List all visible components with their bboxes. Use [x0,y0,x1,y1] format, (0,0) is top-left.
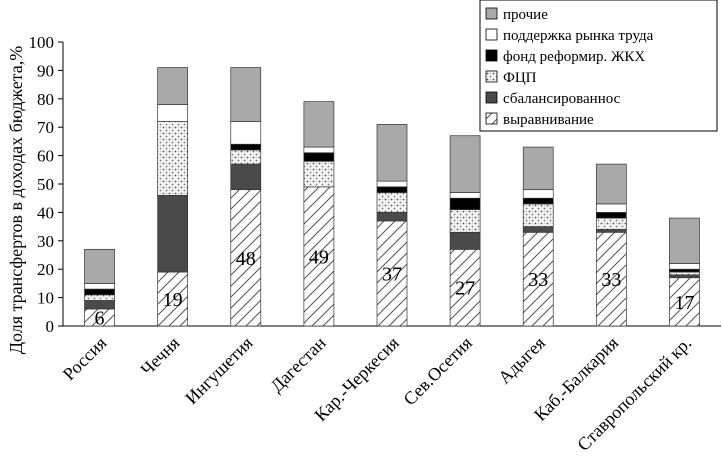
bar-segment-dark [522,226,554,233]
bar-segment-black [84,288,115,296]
category-label: Россия [59,333,111,385]
bar-segment-gray [449,135,481,193]
bars [84,67,700,327]
bar-segment-dark [230,163,262,191]
bar-segment-hatch [303,186,335,327]
bar-segment-black [230,143,262,151]
bar-segment-black [303,152,335,162]
bar-segment-gray [230,67,262,122]
y-tick-label: 100 [29,33,55,52]
y-tick-label: 90 [37,61,54,80]
bar-segment-gray [84,248,115,284]
bar-segment-dotted [303,160,335,188]
legend-swatch-white [485,28,498,41]
bar-segment-dotted [230,149,262,165]
bar-segment-white [303,146,335,154]
bar-segment-gray [669,217,700,264]
legend-label: ФЦП [503,70,537,86]
bar-segment-dark [157,195,189,273]
bar-segment-hatch [157,271,189,327]
bar-segment-white [376,180,408,188]
data-labels: 6 19 48 49 37 27 33 33 17 [95,246,695,329]
bar-segment-dotted [595,217,627,230]
bar-segment-dotted [669,271,700,276]
bar-segment-dark [376,212,408,222]
bar-segment-white [157,104,189,122]
legend-label: сбалансированнос [503,91,621,107]
legend-swatch-dotted [485,70,498,83]
bar-segment-white [84,283,115,290]
bar-segment-black [595,212,627,219]
bar-segment-dotted [376,192,408,213]
y-tick-label: 80 [37,90,54,109]
legend-swatch-gray [485,7,498,20]
bar-segment-dark [669,274,700,279]
bar-segment-hatch [376,220,408,327]
legend: прочие поддержка рынка труда фонд реформир… [479,0,718,132]
bar-segment-hatch [595,231,627,327]
legend-label: выравнивание [503,112,594,128]
bar-segment-black [376,186,408,193]
legend-swatch-hatch [485,112,498,125]
bar-data-label: 27 [455,278,475,300]
legend-label: прочие [503,7,548,23]
bar-segment-white [522,189,554,199]
y-tick-label: 30 [37,232,54,251]
y-tick-label: 50 [37,175,54,194]
bar-data-label: 19 [163,289,183,311]
y-tick-label: 0 [46,317,55,336]
bar-data-label: 33 [601,269,621,291]
bar-data-label: 48 [236,248,256,270]
bar-segment-black [449,197,481,210]
legend-frame [479,0,718,132]
category-label: Адыгея [494,333,549,388]
bar-segment-dotted [449,209,481,233]
category-label: Дагестан [266,332,330,396]
bar-segment-gray [376,124,408,182]
bar-segment-hatch [449,248,481,327]
y-tick-label: 40 [37,203,54,222]
y-tick-label: 60 [37,147,54,166]
y-tick-label: 70 [37,118,54,137]
bar-segment-hatch [669,277,700,327]
bar-segment-gray [522,146,554,191]
legend-label: поддержка рынка труда [503,28,654,44]
bar-segment-gray [595,163,627,205]
bar-segment-dotted [84,294,115,301]
bar-segment-dotted [157,121,189,196]
bar-segment-black [522,197,554,205]
bar-segment-hatch [522,231,554,327]
category-label: Сев.Осетия [399,333,476,410]
y-axis-ticks: 0 10 20 30 40 50 60 70 80 90 100 [29,33,63,336]
bar-segment-white [230,121,262,145]
y-tick-label: 20 [37,260,54,279]
category-label: Ингушетия [181,333,256,408]
bar-segment-dark [595,229,627,233]
bar-segment-white [595,203,627,213]
bar-segment-white [669,263,700,270]
legend-swatch-black [485,49,498,62]
bar-data-label: 33 [528,269,548,291]
bar-segment-hatch [230,189,262,327]
y-axis-title: Доля трансфертов в доходах бюджета,% [6,46,26,355]
y-tick-label: 10 [37,289,54,308]
bar-data-label: 17 [674,292,694,314]
bar-segment-dotted [522,203,554,227]
bar-data-label: 6 [95,307,105,329]
legend-swatch-dark [485,91,498,104]
bar-data-label: 37 [382,263,402,285]
bar-segment-gray [303,101,335,148]
bar-segment-dark [449,231,481,250]
bar-segment-black [669,268,700,273]
bar-data-label: 49 [309,246,329,268]
bar-segment-gray [157,67,189,105]
category-label: Чечня [137,333,184,380]
bar-segment-white [449,192,481,199]
legend-label: фонд реформир. ЖКХ [503,49,645,65]
